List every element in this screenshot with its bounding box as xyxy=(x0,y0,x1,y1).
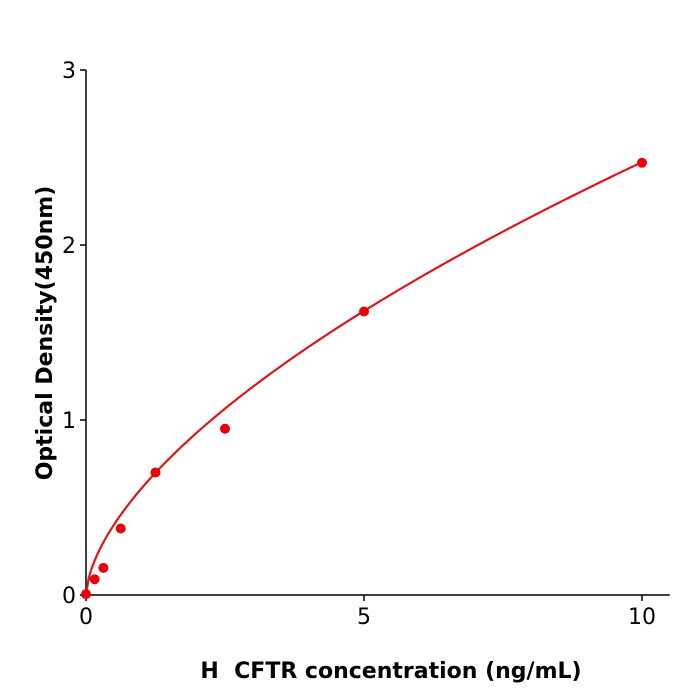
data-point xyxy=(81,589,91,600)
data-point xyxy=(89,574,100,585)
data-point xyxy=(220,423,230,434)
y-axis-label: Optical Density(450nm) xyxy=(33,186,58,481)
data-point xyxy=(637,157,647,168)
x-tick-label: 5 xyxy=(357,605,371,630)
data-point xyxy=(115,523,126,534)
axes: 0 5 10 0 1 2 3 xyxy=(62,59,670,630)
fit-curve xyxy=(84,161,643,596)
data-point xyxy=(98,562,109,573)
x-axis-label: H CFTR concentration (ng/mL) xyxy=(200,659,581,684)
x-tick-label: 10 xyxy=(628,605,656,630)
y-tick-label: 3 xyxy=(62,59,76,84)
data-point xyxy=(150,467,161,478)
y-tick-label: 1 xyxy=(62,409,76,434)
data-point xyxy=(359,306,369,317)
y-tick-label: 0 xyxy=(62,584,76,609)
x-tick-label: 0 xyxy=(79,605,93,630)
data-points xyxy=(81,157,647,600)
y-tick-label: 2 xyxy=(62,234,76,259)
